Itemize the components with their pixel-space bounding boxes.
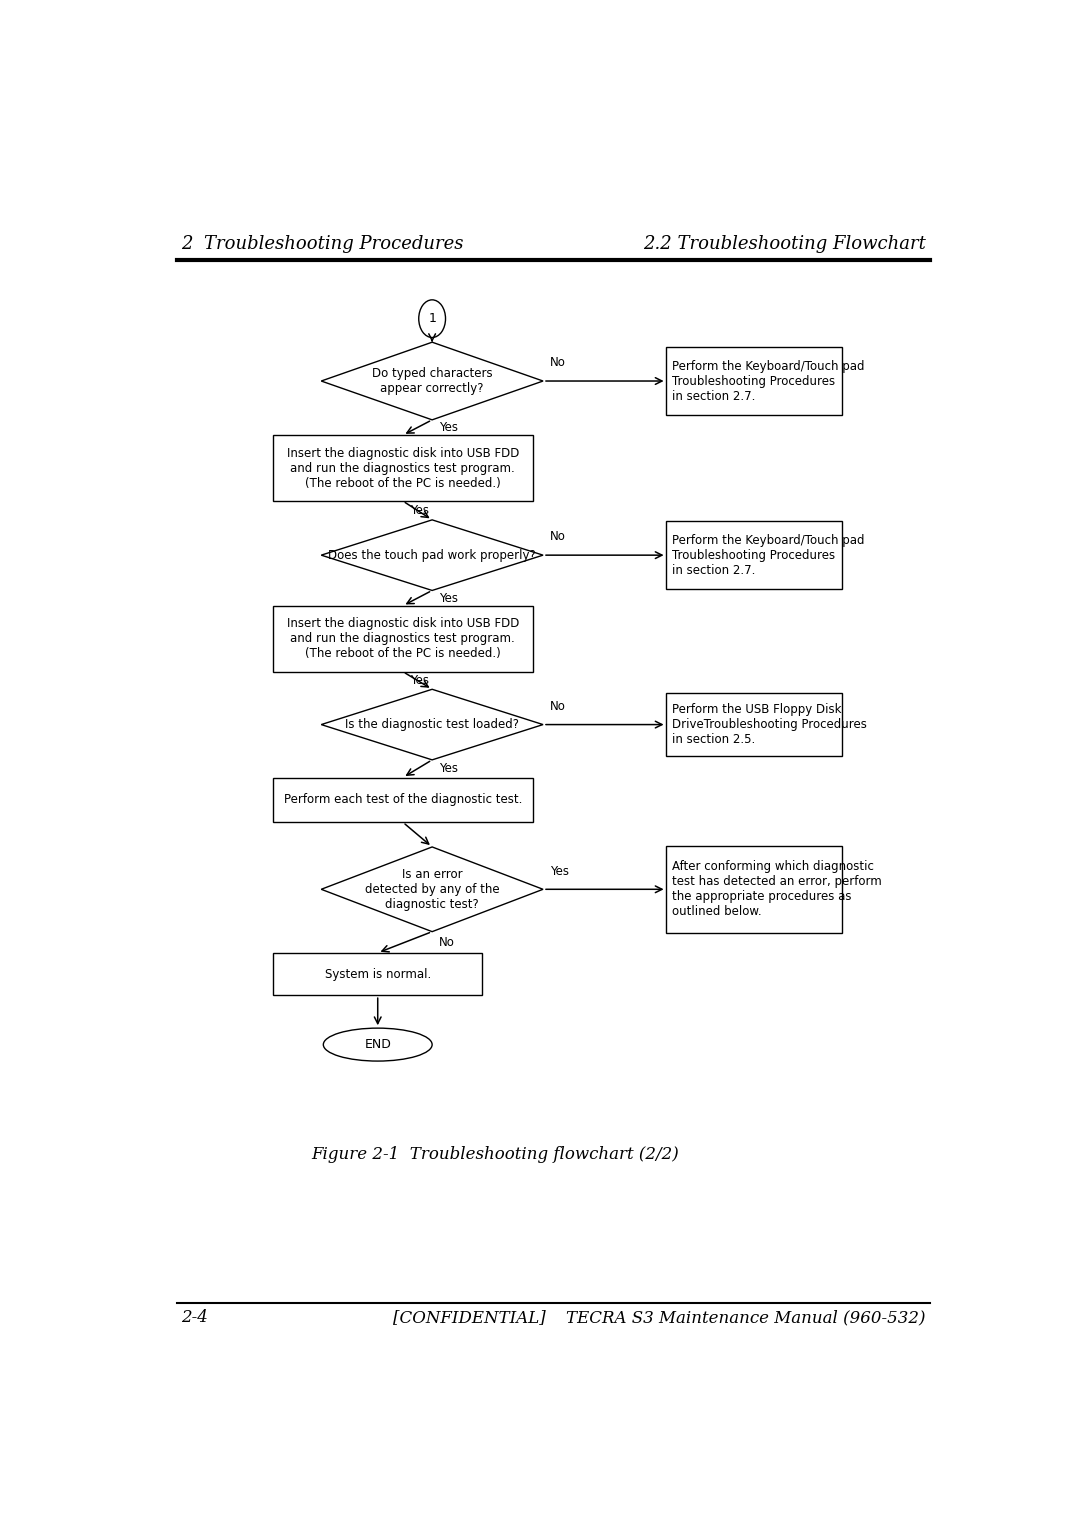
Text: 2.2 Troubleshooting Flowchart: 2.2 Troubleshooting Flowchart [643, 235, 926, 252]
FancyBboxPatch shape [666, 692, 842, 756]
Text: Yes: Yes [550, 865, 569, 877]
Polygon shape [321, 520, 543, 590]
Text: No: No [550, 530, 566, 544]
Text: 2-4: 2-4 [181, 1309, 208, 1326]
Text: 2  Troubleshooting Procedures: 2 Troubleshooting Procedures [181, 235, 463, 252]
Text: Yes: Yes [438, 591, 458, 605]
Text: Yes: Yes [409, 674, 429, 688]
Text: Perform each test of the diagnostic test.: Perform each test of the diagnostic test… [284, 793, 522, 807]
Text: Insert the diagnostic disk into USB FDD
and run the diagnostics test program.
(T: Insert the diagnostic disk into USB FDD … [286, 617, 519, 660]
Text: Yes: Yes [438, 422, 458, 434]
Text: No: No [550, 356, 566, 370]
Text: [CONFIDENTIAL]: [CONFIDENTIAL] [393, 1309, 546, 1326]
Circle shape [419, 299, 446, 338]
Text: Perform the Keyboard/Touch pad
Troubleshooting Procedures
in section 2.7.: Perform the Keyboard/Touch pad Troublesh… [673, 359, 865, 402]
Text: Perform the USB Floppy Disk
DriveTroubleshooting Procedures
in section 2.5.: Perform the USB Floppy Disk DriveTrouble… [673, 703, 867, 746]
FancyBboxPatch shape [666, 347, 842, 416]
Text: END: END [364, 1038, 391, 1051]
Text: No: No [438, 935, 455, 949]
Ellipse shape [323, 1028, 432, 1060]
Text: TECRA S3 Maintenance Manual (960-532): TECRA S3 Maintenance Manual (960-532) [567, 1309, 926, 1326]
Text: Insert the diagnostic disk into USB FDD
and run the diagnostics test program.
(T: Insert the diagnostic disk into USB FDD … [286, 446, 519, 489]
FancyBboxPatch shape [273, 778, 532, 822]
Text: No: No [550, 700, 566, 712]
Text: Perform the Keyboard/Touch pad
Troubleshooting Procedures
in section 2.7.: Perform the Keyboard/Touch pad Troublesh… [673, 533, 865, 576]
Polygon shape [321, 847, 543, 932]
FancyBboxPatch shape [273, 953, 483, 995]
Text: Yes: Yes [409, 504, 429, 516]
FancyBboxPatch shape [273, 435, 532, 501]
FancyBboxPatch shape [666, 847, 842, 932]
FancyBboxPatch shape [666, 521, 842, 590]
Text: System is normal.: System is normal. [325, 967, 431, 981]
Text: Do typed characters
appear correctly?: Do typed characters appear correctly? [372, 367, 492, 396]
Text: Is an error
detected by any of the
diagnostic test?: Is an error detected by any of the diagn… [365, 868, 499, 911]
FancyBboxPatch shape [273, 605, 532, 672]
Polygon shape [321, 342, 543, 420]
Text: Yes: Yes [438, 762, 458, 775]
Text: Does the touch pad work properly?: Does the touch pad work properly? [328, 549, 536, 562]
Text: Figure 2-1  Troubleshooting flowchart (2/2): Figure 2-1 Troubleshooting flowchart (2/… [311, 1146, 679, 1163]
Text: Is the diagnostic test loaded?: Is the diagnostic test loaded? [346, 718, 519, 730]
Text: After conforming which diagnostic
test has detected an error, perform
the approp: After conforming which diagnostic test h… [673, 860, 882, 918]
Polygon shape [321, 689, 543, 759]
Text: 1: 1 [428, 312, 436, 325]
